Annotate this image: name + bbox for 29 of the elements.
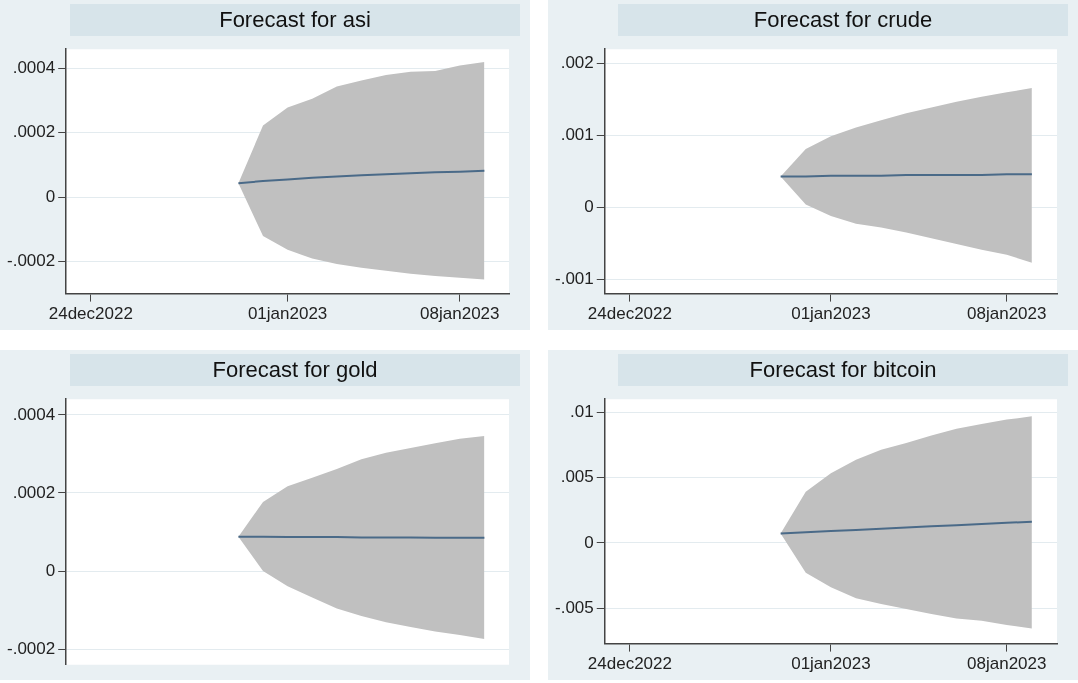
y-tick-label: .005 (560, 467, 594, 487)
y-tick-label: .0002 (12, 122, 56, 142)
y-tick-label: -.001 (555, 268, 594, 288)
y-tick-label: .0004 (12, 58, 56, 78)
y-tick-label: 0 (584, 197, 594, 217)
x-tick-label: 08jan2023 (420, 304, 500, 324)
y-tick-label: .01 (570, 401, 594, 421)
y-tick-label: 0 (45, 186, 56, 206)
x-tick-label: 01jan2023 (247, 304, 328, 324)
x-tick-label: 01jan2023 (791, 304, 871, 324)
chart-title: Forecast for asi (70, 4, 520, 36)
y-tick-label: -.0002 (7, 638, 56, 658)
chart-title: Forecast for bitcoin (618, 354, 1068, 386)
x-tick-label: 24dec2022 (48, 304, 133, 324)
chart-title: Forecast for crude (618, 4, 1068, 36)
y-tick-label: -.005 (555, 598, 594, 617)
x-tick-label: 08jan2023 (967, 654, 1047, 674)
y-tick-label: 0 (45, 560, 56, 580)
y-tick-label: .002 (560, 53, 594, 73)
y-tick-label: .001 (560, 125, 594, 145)
x-tick-label: 24dec2022 (587, 654, 672, 674)
x-tick-label: 24dec2022 (587, 304, 672, 324)
y-tick-label: 0 (584, 532, 594, 552)
y-tick-label: -.0002 (7, 251, 56, 271)
chart-title: Forecast for gold (70, 354, 520, 386)
x-tick-label: 08jan2023 (967, 304, 1047, 324)
y-tick-label: .0002 (12, 482, 56, 502)
y-tick-label: .0004 (12, 404, 56, 424)
x-tick-label: 01jan2023 (791, 654, 871, 674)
